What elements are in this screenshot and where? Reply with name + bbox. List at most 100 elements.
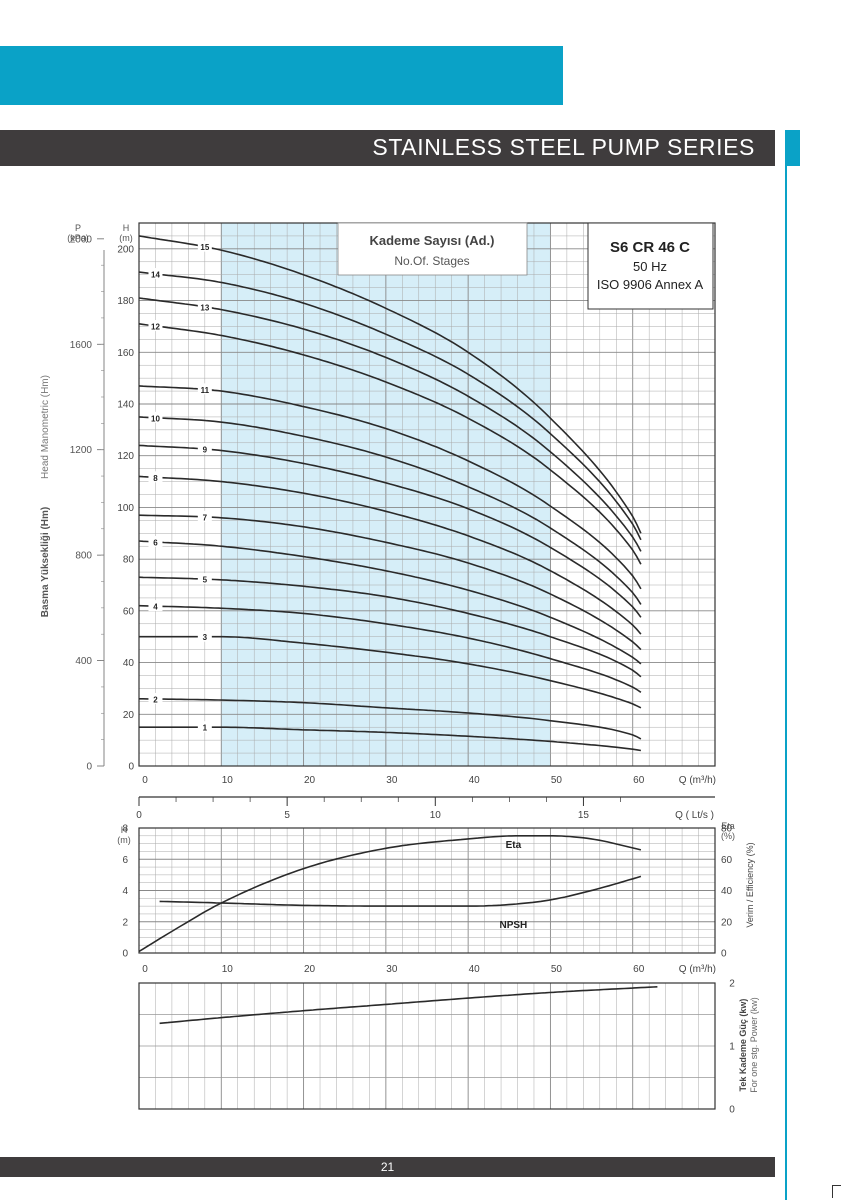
- page-title: STAINLESS STEEL PUMP SERIES: [372, 134, 755, 160]
- efficiency-frame: [138, 827, 716, 954]
- h-axis-unit-symbol: H: [123, 223, 130, 233]
- head-curve-stage-8: [138, 475, 642, 635]
- model-name: S6 CR 46 C: [610, 239, 690, 256]
- model-frequency: 50 Hz: [633, 259, 667, 274]
- head-x-tick-label: 10: [222, 775, 234, 786]
- stage-label-7: 7: [203, 513, 208, 522]
- efficiency-x-tick-label: 20: [304, 964, 316, 975]
- npsh-curve: [159, 875, 642, 907]
- npsh-axis-tick-label: 6: [122, 855, 128, 866]
- efficiency-curve-label: Eta: [506, 840, 522, 851]
- head-curve-stage-4: [138, 604, 642, 693]
- stage-label-13: 13: [200, 303, 209, 312]
- efficiency-grid: [138, 827, 716, 954]
- flow-lts-axis: 0 5 10 15 Q ( Lt/s ): [136, 796, 715, 821]
- head-curves: [138, 235, 642, 752]
- npsh-curve-label: NPSH: [500, 920, 528, 931]
- stage-label-4: 4: [153, 603, 158, 612]
- stage-label-6: 6: [153, 538, 158, 547]
- power-y-label-english: For one stg. Power (kw): [749, 997, 759, 1093]
- footer-band: 21: [0, 1157, 775, 1177]
- npsh-axis-tick-label: 8: [122, 824, 128, 835]
- stage-label-2: 2: [153, 696, 158, 705]
- head-curve-stage-2: [139, 698, 642, 740]
- npsh-axis-tick-label: 0: [122, 949, 128, 960]
- eta-axis-unit: (%): [721, 831, 735, 841]
- npsh-efficiency-curves: Eta NPSH: [138, 835, 642, 953]
- head-curve-stage-7: [138, 514, 642, 651]
- stage-label-3: 3: [203, 633, 208, 642]
- power-curve: [159, 986, 658, 1025]
- head-x-tick-label: 0: [142, 775, 148, 786]
- head-curve-stage-13: [138, 297, 642, 552]
- h-axis-tick-label: 200: [117, 244, 134, 255]
- flow-lts-tick-label: 15: [578, 810, 590, 821]
- efficiency-x-tick-label: 30: [386, 964, 398, 975]
- stage-label-bg-13: [197, 300, 212, 312]
- stage-label-bg-8: [148, 471, 163, 483]
- npsh-axis: 8 6 4 2 0: [122, 824, 128, 960]
- stage-label-1: 1: [203, 724, 208, 733]
- h-axis-tick-label: 60: [123, 606, 135, 617]
- head-x-tick-label: 50: [551, 775, 563, 786]
- stage-label-14: 14: [151, 271, 160, 280]
- stages-box-title: Kademe Sayısı (Ad.): [370, 233, 495, 248]
- power-axis: 2 1 0: [729, 979, 735, 1116]
- stage-label-bg-12: [148, 320, 163, 332]
- flow-lts-ticks: 0 5 10 15: [136, 797, 621, 821]
- efficiency-curve: [138, 835, 642, 953]
- p-axis-tick-label: 800: [75, 551, 92, 562]
- head-x-tick-label: 40: [469, 775, 481, 786]
- h-axis-tick-label: 40: [123, 658, 135, 669]
- p-axis-tick-label: 1200: [70, 445, 93, 456]
- h-axis-tick-label: 20: [123, 710, 135, 721]
- head-x-tick-label: 60: [633, 775, 645, 786]
- npsh-axis-tick-label: 2: [122, 917, 128, 928]
- h-axis-tick-label: 120: [117, 451, 134, 462]
- stage-label-bg-14: [148, 268, 163, 280]
- power-axis-tick-label: 2: [729, 979, 735, 990]
- h-axis-tick-label: 140: [117, 400, 134, 411]
- eta-axis-tick-label: 0: [721, 949, 727, 960]
- head-curve-stage-1: [139, 726, 642, 752]
- power-grid: [138, 982, 716, 1110]
- flow-lts-axis-label: Q ( Lt/s ): [675, 810, 714, 821]
- p-axis-unit-symbol: P: [75, 223, 81, 233]
- head-curve-stage-12: [138, 323, 642, 565]
- stage-label-15: 15: [200, 243, 209, 252]
- efficiency-x-tick-label: 60: [633, 964, 645, 975]
- model-standard: ISO 9906 Annex A: [597, 277, 704, 292]
- power-axis-tick-label: 1: [729, 1042, 735, 1053]
- h-axis-tick-label: 160: [117, 348, 134, 359]
- stage-label-bg-3: [197, 630, 212, 642]
- npsh-axis-unit-symbol: H: [121, 825, 128, 835]
- header-accent-bar: [0, 46, 563, 105]
- head-curve-stage-14: [138, 271, 642, 541]
- flow-lts-tick-label: 0: [136, 810, 142, 821]
- stage-label-bg-2: [148, 693, 163, 705]
- stage-label-bg-4: [148, 600, 163, 612]
- head-curve-stage-5: [138, 576, 642, 678]
- npsh-axis-unit: (m): [117, 835, 131, 845]
- head-curve-stage-10: [138, 416, 642, 605]
- head-curve-stage-3: [139, 635, 642, 709]
- stages-box-subtitle: No.Of. Stages: [394, 254, 469, 268]
- h-axis-tick-label: 80: [123, 555, 135, 566]
- head-curve-stage-9: [138, 444, 642, 618]
- eta-axis-tick-label: 60: [721, 855, 733, 866]
- power-frame: [138, 982, 716, 1110]
- stage-label-11: 11: [201, 386, 210, 395]
- p-axis-unit: (kPa): [67, 233, 89, 243]
- stages-box: [337, 222, 528, 276]
- stage-label-12: 12: [151, 323, 160, 332]
- title-band: STAINLESS STEEL PUMP SERIES: [0, 130, 775, 166]
- p-axis-tick-label: 400: [75, 656, 92, 667]
- stage-label-bg-11: [197, 383, 212, 395]
- head-curve-stage-15: [138, 235, 642, 534]
- eta-axis: 80 60 40 20 0: [721, 824, 733, 960]
- flow-lts-tick-label: 10: [430, 810, 442, 821]
- stage-label-bg-5: [197, 573, 212, 585]
- stage-label-bg-6: [148, 535, 163, 547]
